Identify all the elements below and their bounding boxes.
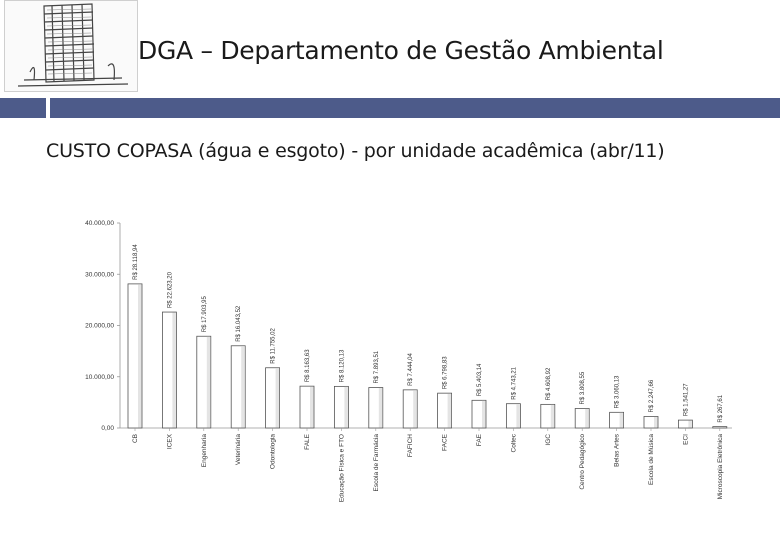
building-logo-icon <box>4 0 138 92</box>
x-tick-label: Coltec <box>510 433 517 452</box>
data-label: R$ 8.120,13 <box>339 349 345 382</box>
x-tick-label: Educação Física e FTO <box>338 434 345 502</box>
data-label: R$ 11.755,02 <box>271 328 277 364</box>
x-tick-label: FACE <box>442 433 449 451</box>
x-tick-label: FAFICH <box>407 434 414 457</box>
slide-subtitle: CUSTO COPASA (água e esgoto) - por unida… <box>46 140 665 162</box>
data-label: R$ 22.623,20 <box>167 271 173 308</box>
y-tick-label: 30.000,00 <box>85 271 114 278</box>
data-label: R$ 2.247,66 <box>649 379 655 412</box>
x-tick-label: Escola de Música <box>648 434 655 485</box>
x-tick-label: Belas Artes <box>614 433 621 467</box>
x-tick-label: ECI <box>682 434 689 445</box>
page-title: DGA – Departamento de Gestão Ambiental <box>138 36 664 65</box>
bar-shade <box>516 404 520 428</box>
bar-shade <box>482 400 486 428</box>
x-tick-label: Escola de Farmácia <box>373 434 380 492</box>
data-label: R$ 17.903,95 <box>202 296 208 333</box>
x-tick-label: ICEX <box>166 433 173 449</box>
bar-chart: 0,00 10.000,00 20.000,00 30.000,00 40.000,00… <box>85 220 732 502</box>
data-label: R$ 16.043,52 <box>236 305 242 342</box>
data-label: R$ 5.403,14 <box>477 363 483 396</box>
data-label: R$ 3.060,13 <box>615 375 621 408</box>
bar-shade <box>275 368 280 428</box>
x-tick-label: FALE <box>304 433 311 450</box>
bar-shade <box>619 412 624 428</box>
x-tick-label: Engenharia <box>201 434 208 468</box>
accent-bar-left <box>0 98 46 118</box>
data-label: R$ 1.541,27 <box>683 383 689 416</box>
bar-shade <box>688 420 692 428</box>
x-tick-label: IGC <box>545 434 552 446</box>
bar-shade <box>654 416 658 428</box>
bar-shade <box>378 388 383 428</box>
bar-shade <box>585 408 589 428</box>
x-tick-label: Centro Pedagógico <box>579 434 586 490</box>
data-label: R$ 7.893,51 <box>374 350 380 383</box>
bar-shade <box>241 346 245 428</box>
y-tick-label: 40.000,00 <box>85 220 114 227</box>
bar-shade <box>138 284 142 428</box>
y-tick-label: 0,00 <box>101 425 114 432</box>
x-tick-label: CB <box>132 434 139 443</box>
x-tick-label: Microscopia Eletrônica <box>717 434 724 500</box>
data-label: R$ 4.743,21 <box>511 366 517 399</box>
data-label: R$ 267,61 <box>718 394 724 422</box>
data-label: R$ 6.798,83 <box>443 356 449 389</box>
bar-shade <box>172 312 176 428</box>
data-label: R$ 8.163,63 <box>305 349 311 382</box>
data-label: R$ 4.608,92 <box>546 367 552 400</box>
bar-shade <box>344 386 348 428</box>
y-tick-label: 20.000,00 <box>85 323 114 330</box>
y-tick-label: 10.000,00 <box>85 374 114 381</box>
data-label: R$ 28.118,94 <box>133 244 139 280</box>
bar-shade <box>447 393 452 428</box>
x-tick-label: Odontologia <box>270 434 277 469</box>
x-tick-label: FAE <box>476 433 483 446</box>
bar-shade <box>206 336 211 428</box>
bar-shade <box>550 404 555 428</box>
data-label: R$ 3.808,55 <box>580 371 586 404</box>
accent-bar-right <box>50 98 780 118</box>
x-tick-label: Veterinária <box>235 434 242 465</box>
data-label: R$ 7.444,04 <box>408 352 414 385</box>
bar-shade <box>310 386 314 428</box>
bar-shade <box>413 390 417 428</box>
